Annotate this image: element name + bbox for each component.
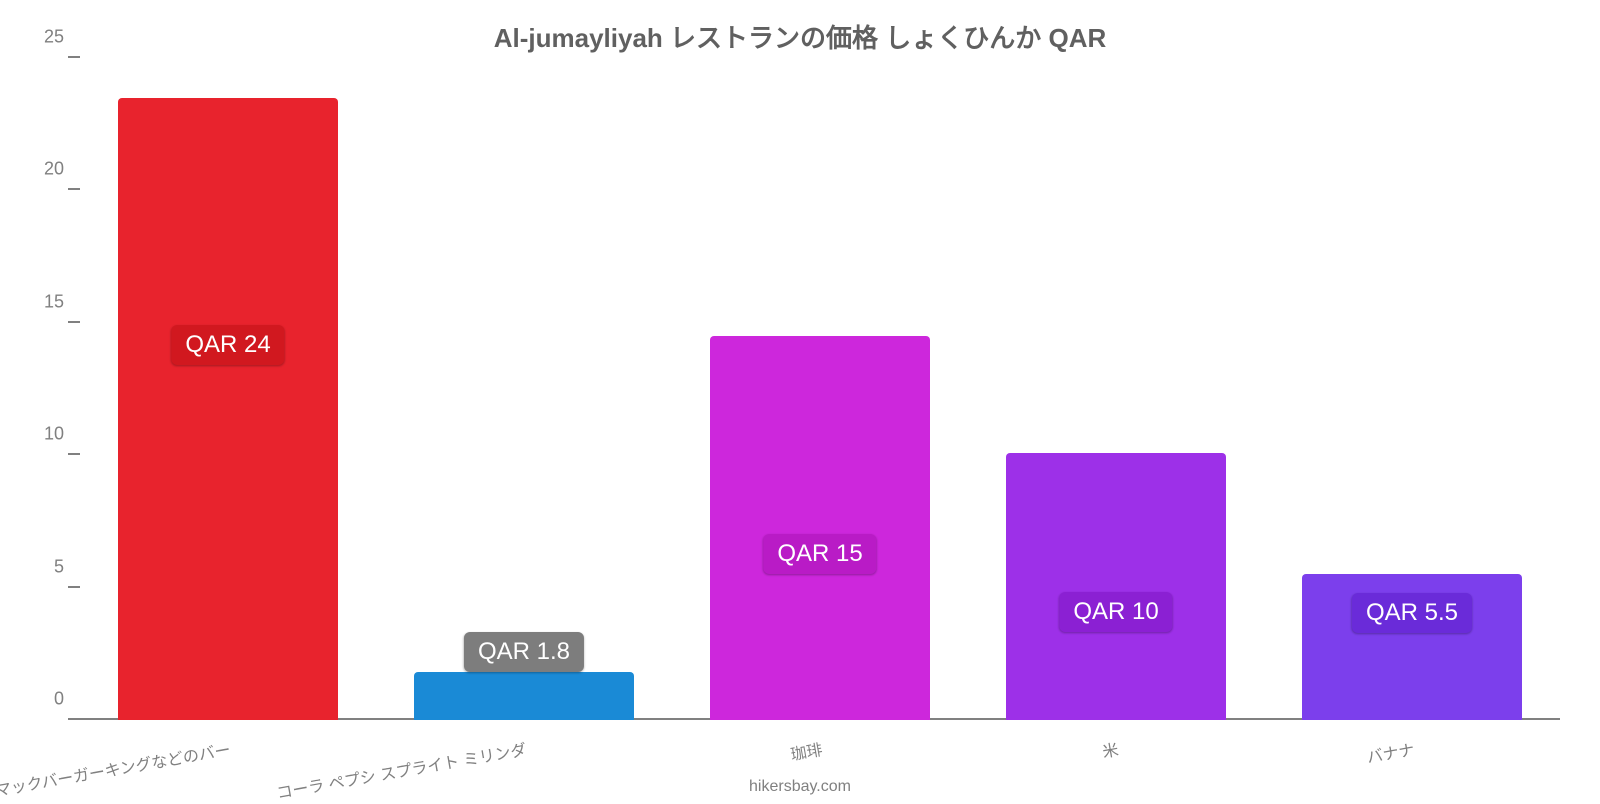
y-axis-tick bbox=[68, 453, 80, 455]
bar-slot: QAR 1.8 bbox=[376, 58, 672, 720]
y-axis-tick-label: 15 bbox=[44, 291, 64, 312]
chart-title: Al-jumayliyah レストランの価格 しょくひんか QAR bbox=[0, 18, 1600, 55]
y-axis-tick-label: 25 bbox=[44, 27, 64, 48]
bar: QAR 24 bbox=[118, 98, 337, 720]
bar-slot: QAR 24 bbox=[80, 58, 376, 720]
bar-value-label: QAR 24 bbox=[171, 325, 284, 365]
y-axis-tick bbox=[68, 718, 80, 720]
bar-value-label: QAR 15 bbox=[763, 534, 876, 574]
bar-value-label: QAR 5.5 bbox=[1352, 593, 1472, 633]
chart-footer: hikersbay.com bbox=[0, 778, 1600, 796]
plot-area: QAR 24QAR 1.8QAR 15QAR 10QAR 5.5 0510152… bbox=[80, 58, 1560, 720]
bar: QAR 5.5 bbox=[1302, 574, 1521, 720]
y-axis-tick-label: 5 bbox=[54, 556, 64, 577]
x-axis-category-label: 米 bbox=[1100, 736, 1120, 762]
x-axis-category-label: バナナ bbox=[1365, 736, 1416, 768]
y-axis-tick-label: 10 bbox=[44, 424, 64, 445]
bars-container: QAR 24 QAR 1.8 QAR 15 QAR 10 QAR 5.5 bbox=[80, 58, 1560, 720]
y-axis-tick-label: 20 bbox=[44, 159, 64, 180]
bar: QAR 10 bbox=[1006, 453, 1225, 720]
y-axis-tick bbox=[68, 586, 80, 588]
y-axis-tick bbox=[68, 56, 80, 58]
bar-slot: QAR 10 bbox=[968, 58, 1264, 720]
bar-slot: QAR 15 bbox=[672, 58, 968, 720]
bar: QAR 1.8 bbox=[414, 672, 633, 720]
y-axis-tick bbox=[68, 188, 80, 190]
y-axis-tick bbox=[68, 321, 80, 323]
x-axis-category-label: 珈琲 bbox=[788, 736, 824, 765]
y-axis-tick-label: 0 bbox=[54, 689, 64, 710]
price-bar-chart: Al-jumayliyah レストランの価格 しょくひんか QAR QAR 24… bbox=[0, 0, 1600, 800]
bar-slot: QAR 5.5 bbox=[1264, 58, 1560, 720]
bar-value-label: QAR 10 bbox=[1059, 592, 1172, 632]
bar-value-label: QAR 1.8 bbox=[464, 632, 584, 672]
bar: QAR 15 bbox=[710, 336, 929, 720]
